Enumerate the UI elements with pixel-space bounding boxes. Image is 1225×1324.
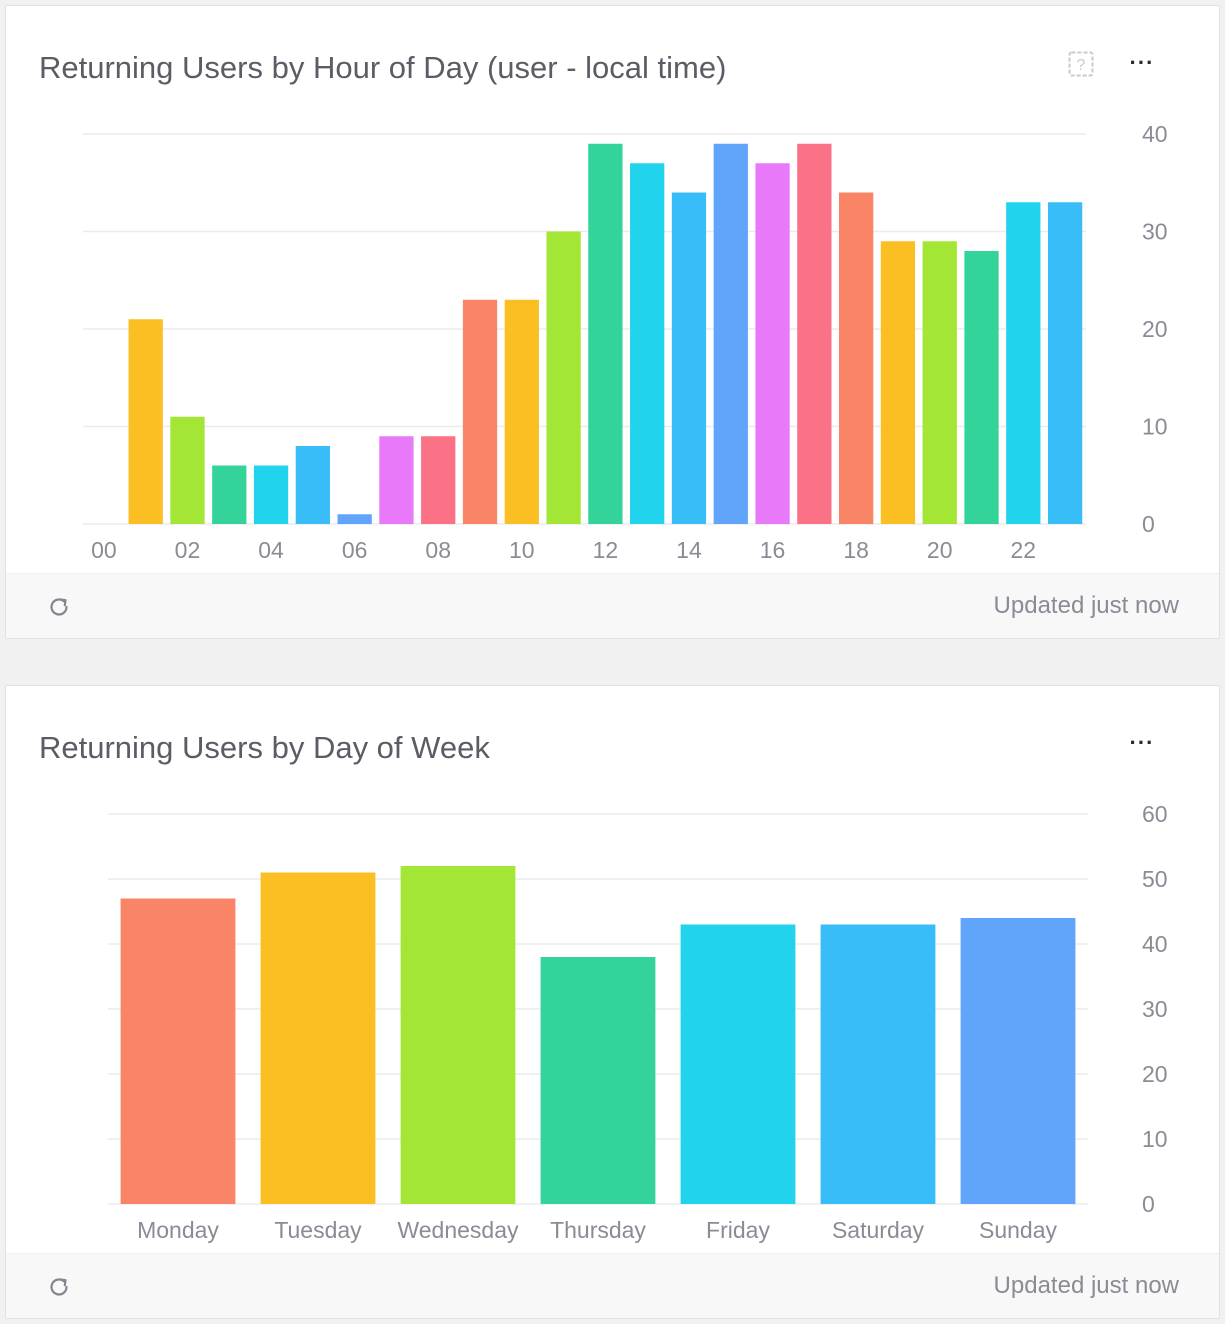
x-tick-label: 08: [425, 537, 451, 563]
card-title: Returning Users by Day of Week: [39, 730, 490, 765]
bar: [588, 143, 623, 524]
bar: [922, 241, 957, 524]
bar: [680, 924, 796, 1204]
bar: [630, 163, 665, 524]
x-tick-label: 14: [676, 537, 702, 563]
bar: [540, 957, 656, 1204]
x-tick-label: Thursday: [550, 1217, 646, 1243]
x-tick-label: 20: [927, 537, 953, 563]
y-tick-label: 30: [1142, 219, 1168, 245]
x-tick-label: Wednesday: [397, 1217, 519, 1243]
x-tick-label: 18: [843, 537, 869, 563]
updated-status: Updated just now: [993, 1272, 1179, 1299]
bar: [797, 143, 832, 524]
x-tick-label: 12: [593, 537, 619, 563]
x-tick-label: 22: [1011, 537, 1037, 563]
x-tick-label: Monday: [137, 1217, 219, 1243]
x-tick-label: 02: [175, 537, 201, 563]
bar: [212, 465, 247, 524]
bar: [260, 872, 376, 1204]
y-tick-label: 60: [1142, 801, 1168, 827]
bar: [462, 299, 498, 524]
y-tick-label: 50: [1142, 866, 1168, 892]
card-footer: Updated just now: [6, 1253, 1219, 1318]
bar: [337, 514, 372, 524]
updated-status: Updated just now: [993, 592, 1179, 619]
bar: [964, 251, 999, 524]
help-square-icon[interactable]: ?: [1068, 51, 1094, 77]
y-tick-label: 30: [1142, 996, 1168, 1022]
bar: [880, 241, 916, 524]
x-tick-label: 04: [258, 537, 284, 563]
bar: [671, 192, 707, 524]
bar: [120, 898, 236, 1204]
x-tick-label: 16: [760, 537, 786, 563]
bar: [713, 143, 748, 524]
more-horizontal-icon[interactable]: ···: [1129, 730, 1155, 755]
y-tick-label: 0: [1142, 1191, 1155, 1217]
bar: [400, 866, 516, 1204]
hourly-returning-users-card: Returning Users by Hour of Day (user - l…: [5, 5, 1220, 639]
bar: [170, 416, 205, 524]
bar: [295, 446, 330, 524]
bar: [546, 231, 581, 524]
y-tick-label: 40: [1142, 931, 1168, 957]
y-tick-label: 20: [1142, 1061, 1168, 1087]
bar: [820, 924, 936, 1204]
svg-text:?: ?: [1077, 57, 1086, 74]
card-title: Returning Users by Hour of Day (user - l…: [39, 50, 727, 85]
y-tick-label: 10: [1142, 1126, 1168, 1152]
weekday-returning-users-card: Returning Users by Day of Week ··· 0 10 20…: [5, 685, 1220, 1319]
weekday-bar-chart: 0 10 20 30 40 50 60 Monday Tuesday Wednesday Thurs…: [108, 801, 1168, 1243]
x-tick-label: Friday: [706, 1217, 770, 1243]
bar: [421, 436, 456, 524]
bar: [1047, 202, 1083, 524]
x-tick-label: 06: [342, 537, 368, 563]
x-tick-label: Sunday: [979, 1217, 1058, 1243]
refresh-icon[interactable]: [46, 594, 72, 620]
y-tick-label: 10: [1142, 414, 1168, 440]
more-horizontal-icon[interactable]: ···: [1129, 50, 1155, 75]
hourly-bar-chart: 0 10 20 30 40 00 02 04 06 08 10 12 14 16 18 20 22: [83, 121, 1168, 563]
x-tick-label: Saturday: [832, 1217, 925, 1243]
y-tick-label: 20: [1142, 316, 1168, 342]
bar: [504, 299, 539, 524]
bar: [960, 918, 1076, 1204]
card-footer: Updated just now: [6, 573, 1219, 638]
refresh-icon[interactable]: [46, 1274, 72, 1300]
bar: [128, 319, 163, 524]
x-tick-label: 00: [91, 537, 117, 563]
y-tick-label: 40: [1142, 121, 1168, 147]
x-tick-label: Tuesday: [274, 1217, 362, 1243]
y-tick-label: 0: [1142, 511, 1155, 537]
bar: [379, 436, 414, 524]
bar: [755, 163, 790, 524]
bar: [253, 465, 289, 524]
x-tick-label: 10: [509, 537, 535, 563]
bar: [1006, 202, 1041, 524]
bar: [839, 192, 874, 524]
